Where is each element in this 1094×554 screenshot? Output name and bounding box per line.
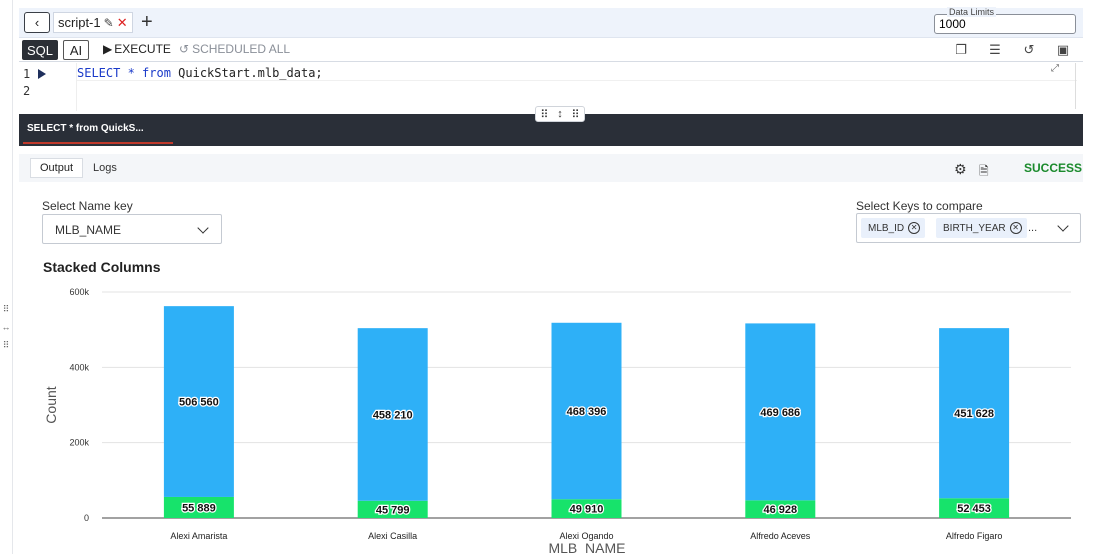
tab-label: script-1 (58, 15, 101, 30)
line-number: 1 (23, 67, 31, 81)
active-result-indicator (23, 142, 173, 144)
data-label: 49 910 (570, 504, 604, 516)
name-key-select[interactable]: MLB_NAME (42, 214, 222, 244)
bar-segment-top (745, 323, 816, 501)
execute-label: EXECUTE (114, 42, 171, 56)
more-chips: ... (1028, 222, 1038, 234)
bar-segment-bottom (163, 496, 234, 518)
save-icon[interactable]: ▣ (1056, 42, 1070, 57)
x-tick-label: Alexi Casilla (368, 531, 417, 541)
data-limits-input[interactable] (939, 16, 1069, 32)
data-label: 55 889 (182, 502, 216, 514)
editor-gutter: 1 2 (19, 63, 76, 111)
scheduled-all-button[interactable]: ↺ SCHEDULED ALL (179, 42, 290, 56)
side-resize-handle[interactable]: ⠿ ↔ ⠿ (1, 304, 11, 350)
ai-mode-button[interactable]: AI (63, 40, 89, 60)
gutter-divider (76, 63, 77, 111)
play-icon: ▶ (103, 42, 113, 56)
result-tab-title[interactable]: SELECT * from QuickS... (27, 123, 144, 134)
name-key-label: Select Name key (42, 199, 133, 213)
data-label: 469 686 (760, 407, 800, 419)
tab-script[interactable]: script-1 ✎ ✕ (53, 12, 133, 33)
y-axis-label: Count (43, 386, 59, 423)
compare-keys-select[interactable]: MLB_ID ✕ BIRTH_YEAR ✕ ... (856, 213, 1081, 243)
chip-mlb-id: MLB_ID ✕ (861, 218, 926, 238)
chip-label: MLB_ID (868, 222, 905, 234)
bar-segment-bottom (551, 499, 622, 518)
y-tick-label: 400k (69, 362, 89, 372)
compare-keys-label: Select Keys to compare (856, 199, 983, 213)
code-keyword: SELECT * (77, 66, 143, 80)
x-tick-label: Alfredo Figaro (946, 531, 1003, 541)
editor-scrollbar[interactable] (1075, 63, 1076, 109)
bar-segment-bottom (745, 500, 816, 518)
code-keyword: from (142, 66, 171, 80)
back-button[interactable]: ‹ (24, 12, 50, 33)
data-label: 468 396 (567, 406, 607, 418)
y-tick-label: 0 (84, 513, 89, 523)
code-line-1[interactable]: SELECT * from QuickStart.mlb_data; (77, 66, 323, 80)
tab-logs[interactable]: Logs (93, 162, 117, 174)
drag-handle-icon: ⠿ (571, 108, 580, 121)
expand-icon[interactable]: ⤢ (1051, 63, 1059, 74)
data-label: 52 453 (957, 503, 991, 515)
bar-segment-top (939, 328, 1010, 499)
status-badge: SUCCESS (1024, 161, 1083, 175)
script-tabbar: ‹ script-1 ✎ ✕ + Data Limits (19, 7, 1083, 38)
line-highlight (77, 80, 1077, 81)
pencil-icon[interactable]: ✎ (103, 15, 114, 30)
bar-segment-bottom (939, 498, 1010, 518)
sql-mode-button[interactable]: SQL (22, 40, 58, 60)
resize-vertical-icon: ↕ (557, 108, 563, 120)
x-axis-label: MLB_NAME (548, 540, 625, 554)
data-limits-field[interactable]: Data Limits (934, 7, 1076, 34)
sql-editor[interactable]: 1 2 SELECT * from QuickStart.mlb_data; ⤢ (19, 63, 1083, 111)
drag-handle-icon: ⠿ (540, 108, 549, 121)
scheduled-label: SCHEDULED ALL (192, 42, 291, 56)
history-icon: ↺ (179, 42, 190, 56)
pdf-export-icon[interactable]: 🗎 (979, 164, 989, 178)
data-limits-label: Data Limits (947, 7, 997, 17)
output-tabs: Output Logs ⚙ 🗎 SUCCESS (19, 154, 1083, 182)
left-divider (12, 0, 13, 554)
data-label: 506 560 (179, 397, 219, 409)
data-label: 451 628 (954, 408, 994, 420)
undo-icon[interactable]: ↺ (1023, 42, 1035, 57)
data-label: 458 210 (373, 409, 413, 421)
y-tick-label: 200k (69, 438, 89, 448)
editor-toolbar: SQL AI ▶ EXECUTE ↺ SCHEDULED ALL ❐ ☰ ↺ ▣ (19, 38, 1083, 62)
data-label: 46 928 (763, 504, 797, 516)
x-tick-label: Alexi Ogando (559, 531, 613, 541)
chip-label: BIRTH_YEAR (943, 222, 1006, 234)
gear-icon[interactable]: ⚙ (954, 161, 967, 177)
chart-panel: Select Name key MLB_NAME Select Keys to … (19, 182, 1083, 554)
data-label: 45 799 (376, 504, 410, 516)
x-tick-label: Alfredo Aceves (750, 531, 811, 541)
remove-chip-icon[interactable]: ✕ (1009, 222, 1022, 234)
chart-title: Stacked Columns (43, 259, 161, 275)
remove-chip-icon[interactable]: ✕ (908, 222, 921, 234)
bar-segment-bottom (357, 500, 428, 518)
chevron-left-icon: ‹ (34, 15, 40, 30)
tab-output[interactable]: Output (30, 158, 84, 178)
stacked-column-chart: 0 200k 400k 600k Count MLB_NAME 55 889 506 560 A… (43, 287, 1071, 554)
close-icon[interactable]: ✕ (116, 14, 128, 30)
execute-button[interactable]: ▶ EXECUTE (103, 42, 171, 56)
panel-splitter[interactable]: ⠿ ↕ ⠿ (535, 106, 585, 122)
y-tick-label: 600k (69, 287, 89, 297)
name-key-value: MLB_NAME (55, 223, 122, 237)
run-line-icon[interactable] (38, 69, 46, 79)
code-text: QuickStart.mlb_data; (170, 66, 323, 80)
chip-birth-year: BIRTH_YEAR ✕ (936, 218, 1027, 238)
x-tick-label: Alexi Amarista (170, 531, 227, 541)
add-tab-button[interactable]: + (141, 11, 153, 33)
format-icon[interactable]: ☰ (989, 42, 1001, 57)
line-number: 2 (23, 84, 31, 98)
bar-segment-top (551, 322, 622, 500)
left-edge (0, 0, 12, 554)
bar-segment-top (163, 306, 234, 497)
copy-icon[interactable]: ❐ (955, 42, 967, 57)
bar-segment-top (357, 328, 428, 501)
